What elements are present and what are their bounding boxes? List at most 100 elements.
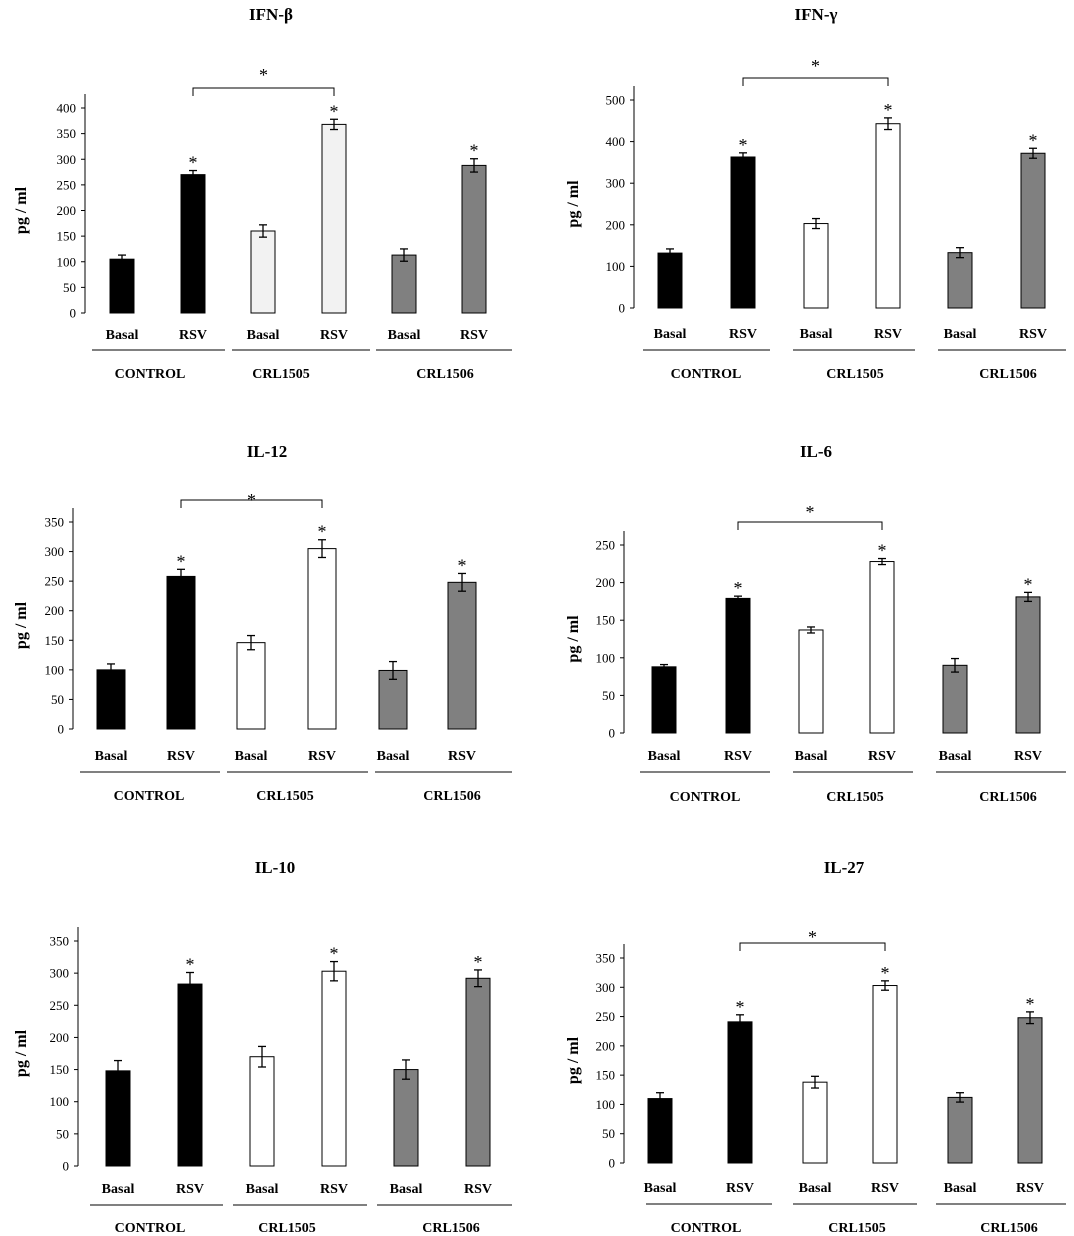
category-label: Basal [95, 749, 128, 764]
chart-panel-4: IL-6 pg / ml 0 50 100 150 200 250 Basal * RSV Basal… [565, 442, 1066, 805]
y-tick-label: 150 [596, 1068, 616, 1083]
chart-title: IL-10 [255, 858, 296, 877]
y-tick-label: 0 [70, 306, 77, 321]
group-label: CRL1505 [256, 789, 314, 804]
category-label: Basal [102, 1182, 135, 1197]
group-label: CRL1506 [422, 1221, 480, 1236]
category-label: Basal [799, 1181, 832, 1196]
y-tick-label: 300 [50, 966, 70, 981]
y-tick-label: 50 [51, 692, 64, 707]
bar [875, 123, 901, 309]
y-tick-label: 250 [57, 177, 77, 192]
y-tick-label: 350 [45, 515, 65, 530]
bar [461, 164, 487, 314]
group-label: CRL1505 [258, 1221, 316, 1236]
y-tick-label: 0 [609, 726, 616, 741]
category-label: RSV [308, 749, 336, 764]
y-tick-label: 100 [45, 662, 65, 677]
bar [447, 581, 477, 730]
bar [1017, 1017, 1043, 1164]
group-label: CRL1505 [826, 790, 884, 805]
bar [947, 1096, 973, 1164]
category-label: Basal [795, 749, 828, 764]
significance-star: * [736, 997, 745, 1017]
bar [177, 983, 203, 1167]
y-tick-label: 400 [57, 101, 77, 116]
significance-star: * [330, 101, 339, 121]
y-tick-label: 350 [596, 951, 616, 966]
category-label: RSV [871, 1181, 899, 1196]
bar [109, 258, 135, 314]
significance-star: * [177, 551, 186, 571]
y-tick-label: 100 [50, 1094, 70, 1109]
bar [321, 970, 347, 1167]
y-axis-label: pg / ml [13, 186, 30, 234]
comparison-bracket [737, 521, 883, 530]
category-label: RSV [724, 749, 752, 764]
y-tick-label: 400 [606, 134, 626, 149]
bar [657, 252, 683, 309]
bar [872, 985, 898, 1164]
chart-panel-1: IFN-β pg / ml 0 50 100 150 200 250 300 350 400 Basa… [13, 5, 512, 382]
y-axis-label: pg / ml [565, 615, 582, 663]
y-tick-label: 0 [619, 301, 626, 316]
significance-star: * [474, 952, 483, 972]
category-label: Basal [235, 749, 268, 764]
category-label: RSV [726, 1181, 754, 1196]
y-tick-label: 0 [609, 1156, 616, 1171]
category-label: RSV [167, 749, 195, 764]
category-label: RSV [464, 1182, 492, 1197]
category-label: RSV [320, 328, 348, 343]
y-tick-label: 50 [63, 280, 76, 295]
group-label: CRL1506 [416, 367, 474, 382]
bar [465, 977, 491, 1167]
category-label: RSV [460, 328, 488, 343]
bracket-star: * [811, 56, 820, 76]
group-label: CONTROL [670, 790, 741, 805]
category-label: Basal [247, 328, 280, 343]
significance-star: * [458, 555, 467, 575]
category-label: RSV [176, 1182, 204, 1197]
category-label: Basal [939, 749, 972, 764]
y-tick-label: 250 [50, 998, 70, 1013]
chart-panel-2: IFN-γ pg / ml 0 100 200 300 400 500 Basal * RSV Bas… [565, 5, 1066, 382]
group-label: CRL1505 [828, 1221, 886, 1236]
y-axis-label: pg / ml [565, 1036, 582, 1084]
bar [378, 669, 408, 730]
chart-title: IL-27 [824, 858, 865, 877]
comparison-bracket [180, 499, 323, 508]
chart-title: IFN-γ [795, 5, 838, 24]
significance-star: * [881, 963, 890, 983]
y-axis-label: pg / ml [565, 180, 582, 228]
y-tick-label: 150 [50, 1062, 70, 1077]
y-tick-label: 100 [57, 254, 77, 269]
chart-panel-5: IL-10 pg / ml 0 50 100 150 200 250 300 350 Basal * R… [13, 858, 512, 1236]
category-label: RSV [868, 749, 896, 764]
bar [803, 223, 829, 309]
y-tick-label: 350 [57, 126, 77, 141]
group-label: CONTROL [114, 789, 185, 804]
significance-star: * [884, 100, 893, 120]
bar [105, 1070, 131, 1167]
category-label: RSV [179, 328, 207, 343]
group-label: CRL1505 [252, 367, 310, 382]
category-label: Basal [388, 328, 421, 343]
bar [166, 575, 196, 730]
y-tick-label: 200 [45, 603, 65, 618]
y-tick-label: 350 [50, 934, 70, 949]
category-label: Basal [944, 327, 977, 342]
bar [730, 156, 756, 309]
chart-title: IL-6 [800, 442, 832, 461]
bracket-star: * [247, 490, 256, 510]
significance-star: * [734, 578, 743, 598]
y-tick-label: 300 [606, 176, 626, 191]
significance-star: * [1029, 130, 1038, 150]
y-tick-label: 300 [596, 980, 616, 995]
bar [391, 254, 417, 314]
category-label: RSV [729, 327, 757, 342]
category-label: RSV [1016, 1181, 1044, 1196]
bar [798, 629, 824, 734]
category-label: RSV [874, 327, 902, 342]
y-tick-label: 200 [596, 1038, 616, 1053]
category-label: RSV [1014, 749, 1042, 764]
